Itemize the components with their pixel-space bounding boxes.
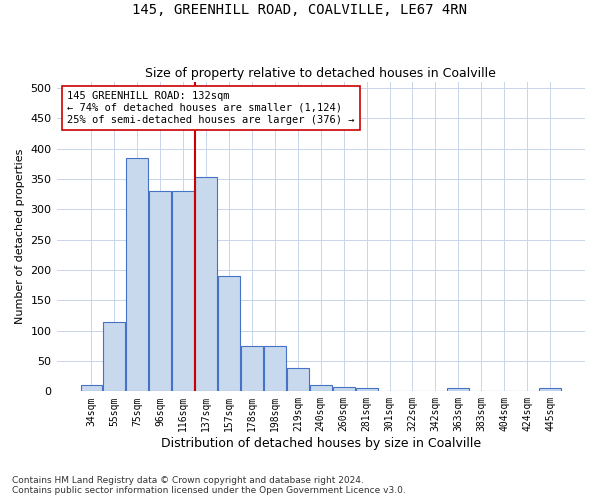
Bar — [287, 368, 309, 392]
Text: Contains HM Land Registry data © Crown copyright and database right 2024.
Contai: Contains HM Land Registry data © Crown c… — [12, 476, 406, 495]
Bar — [218, 276, 240, 392]
Bar — [195, 178, 217, 392]
Bar — [310, 386, 332, 392]
Text: 145 GREENHILL ROAD: 132sqm
← 74% of detached houses are smaller (1,124)
25% of s: 145 GREENHILL ROAD: 132sqm ← 74% of deta… — [67, 92, 355, 124]
Text: 145, GREENHILL ROAD, COALVILLE, LE67 4RN: 145, GREENHILL ROAD, COALVILLE, LE67 4RN — [133, 2, 467, 16]
Title: Size of property relative to detached houses in Coalville: Size of property relative to detached ho… — [145, 66, 496, 80]
Bar — [241, 346, 263, 392]
X-axis label: Distribution of detached houses by size in Coalville: Distribution of detached houses by size … — [161, 437, 481, 450]
Bar — [356, 388, 377, 392]
Bar — [127, 158, 148, 392]
Y-axis label: Number of detached properties: Number of detached properties — [15, 149, 25, 324]
Bar — [149, 191, 171, 392]
Bar — [333, 387, 355, 392]
Bar — [172, 191, 194, 392]
Bar — [80, 386, 103, 392]
Bar — [103, 322, 125, 392]
Bar — [448, 388, 469, 392]
Bar — [539, 388, 561, 392]
Bar — [264, 346, 286, 392]
